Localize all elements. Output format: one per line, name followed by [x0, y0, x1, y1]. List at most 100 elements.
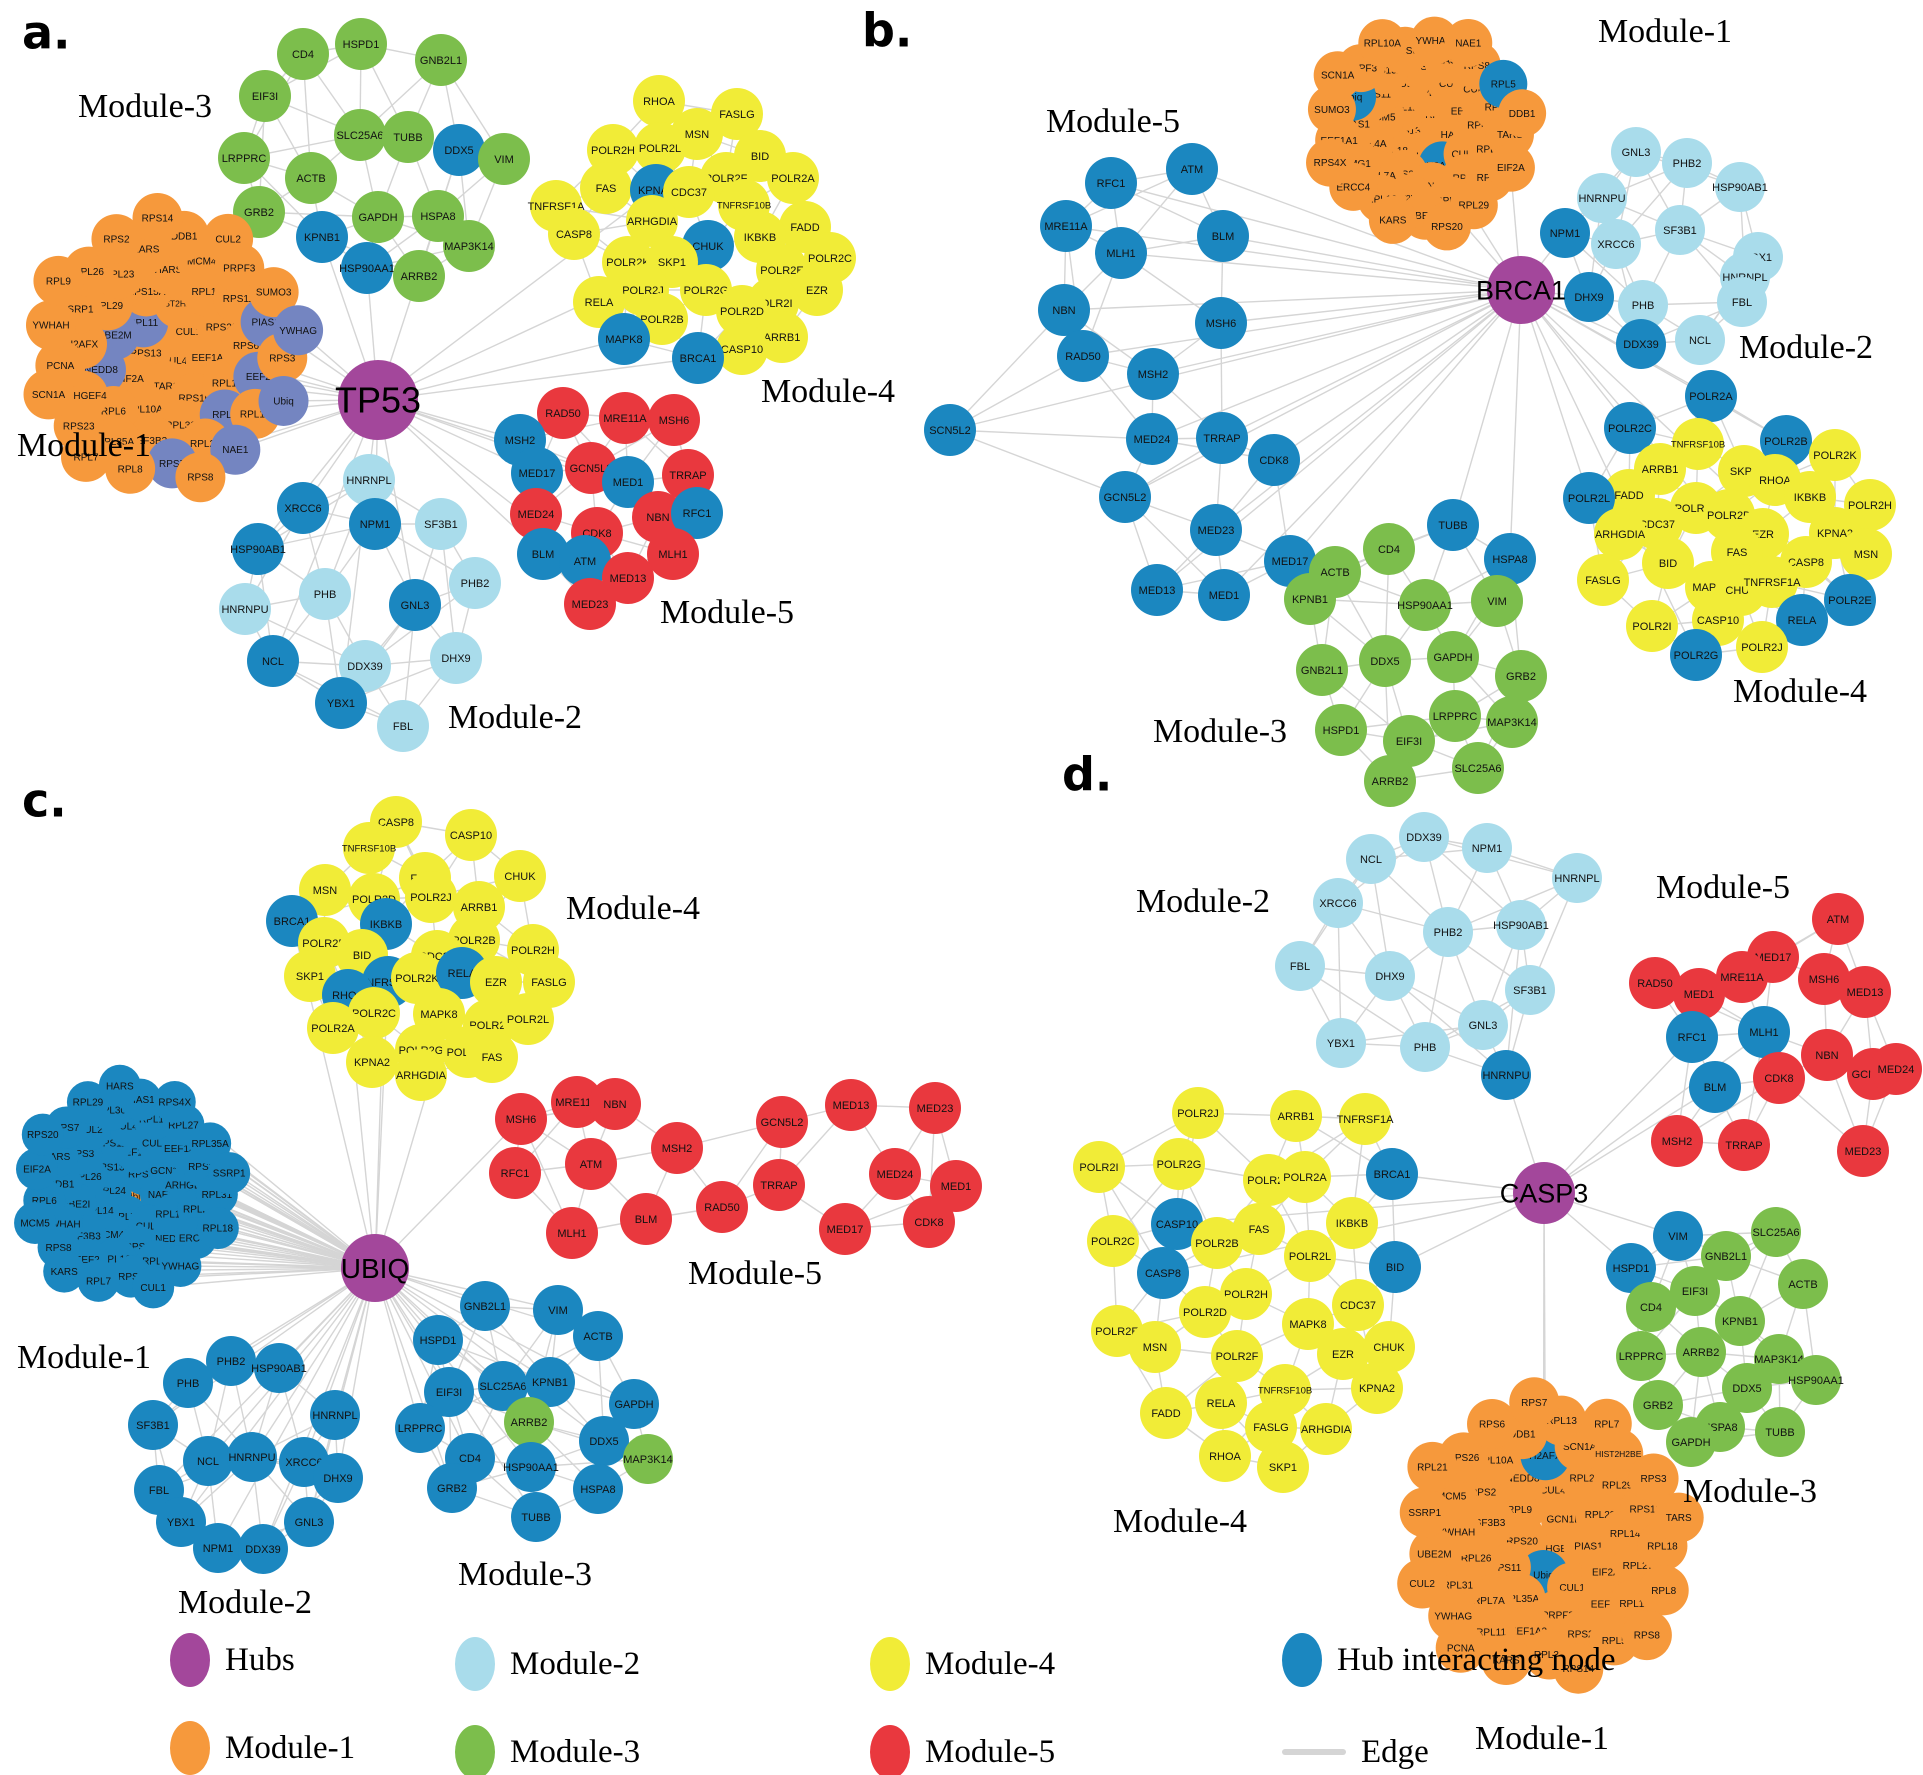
- hub-edge: [337, 1267, 376, 1479]
- node-polr2h: [1844, 479, 1896, 531]
- node-label: NBN: [1052, 305, 1075, 317]
- node-kars: [1481, 1635, 1532, 1686]
- node-label: RFC1: [1097, 178, 1126, 190]
- node-hsp90ab1: [1496, 900, 1546, 950]
- node-label: MED1: [613, 477, 644, 489]
- node-label: GNL3: [1469, 1020, 1498, 1032]
- node-label: MAP3K14: [444, 241, 494, 253]
- node-label: EIF2A: [116, 374, 144, 385]
- node-label: RPL31: [1442, 1580, 1473, 1591]
- node-label: YWHAG: [1434, 1611, 1472, 1622]
- node-label: HSPD1: [343, 39, 380, 51]
- node-label: TNFRSF1A: [1744, 577, 1802, 589]
- node-label: LRPPRC: [222, 153, 267, 165]
- edge: [949, 429, 1126, 498]
- node-label: IKBKB: [1794, 492, 1826, 504]
- node-trrap: [1196, 412, 1248, 464]
- node-label: GAPDH: [1433, 652, 1472, 664]
- node-label: MED24: [518, 509, 555, 521]
- node-label: POLR2C: [1608, 423, 1652, 435]
- node-gnl3: [284, 1497, 334, 1547]
- node-label: GRB2: [1506, 671, 1536, 683]
- node-label: HNRNPL: [1554, 873, 1599, 885]
- module-label: Module-1: [17, 427, 151, 464]
- node-hnrnpu: [227, 1432, 277, 1482]
- node-mlh1: [546, 1207, 598, 1259]
- node-gnl3: [1611, 127, 1661, 177]
- node-label: ACTB: [583, 1331, 612, 1343]
- node-label: MAPK8: [1289, 1319, 1326, 1331]
- node-lrpprc: [395, 1403, 445, 1453]
- node-label: NEDD8: [1506, 1473, 1540, 1484]
- node-label: RPL14: [1610, 1529, 1641, 1540]
- node-label: RPL35A: [192, 1139, 230, 1150]
- node-fas: [580, 162, 632, 214]
- node-label: TUBB: [393, 132, 422, 144]
- node-label: RPL23: [1585, 1510, 1616, 1521]
- node-label: POLR2A: [311, 1023, 355, 1035]
- node-label: RPL30: [95, 1105, 126, 1116]
- node-arrb2: [504, 1397, 554, 1447]
- module-label: Module-4: [566, 890, 700, 927]
- node-nae1: [210, 424, 261, 475]
- edge-swatch: [1282, 1749, 1346, 1755]
- node-label: RPS23: [188, 1162, 220, 1173]
- node-label: POLR2E: [760, 265, 803, 277]
- node-polr2l: [502, 993, 554, 1045]
- node-gnb2l1: [1296, 644, 1348, 696]
- node-label: ACTB: [1788, 1279, 1817, 1291]
- node-label: DDX39: [347, 661, 382, 673]
- node-label: UBE2M: [97, 330, 131, 341]
- node-label: DHX9: [1375, 971, 1404, 983]
- node-mre11a: [1716, 951, 1768, 1003]
- module-5-swatch: [870, 1725, 910, 1775]
- hub-interacting-node-swatch: [1282, 1633, 1322, 1687]
- node-label: RPL24: [1570, 1474, 1601, 1485]
- node-label: TNFRSF10B: [342, 843, 396, 854]
- hub-label: CASP3: [1500, 1178, 1589, 1208]
- node-label: GAPDH: [614, 1399, 653, 1411]
- node-label: HNRNPL: [346, 475, 391, 487]
- node-label: RPL10A: [155, 1210, 193, 1221]
- node-gapdh: [1427, 631, 1479, 683]
- module-1-swatch: [170, 1721, 210, 1775]
- node-label: RPS15A: [127, 287, 166, 298]
- node-label: RPS11: [96, 1138, 127, 1149]
- node-label: RPS11: [1490, 1563, 1521, 1574]
- node-label: MRE11A: [555, 1097, 599, 1109]
- node-label: CDC37: [1340, 1300, 1376, 1312]
- node-label: POLR2G: [684, 285, 729, 297]
- node-label: HSPD1: [420, 1335, 457, 1347]
- module-4-swatch: [870, 1637, 910, 1691]
- node-label: ARHGDIA: [627, 216, 678, 228]
- node-label: CASP10: [1156, 1219, 1198, 1231]
- node-grb2: [1633, 1380, 1683, 1430]
- hub-edge: [1273, 289, 1522, 461]
- node-label: BLM: [1212, 231, 1235, 243]
- node-label: FAS: [596, 183, 617, 195]
- node-label: POLR2L: [1289, 1251, 1331, 1263]
- node-label: RPS3: [1641, 1474, 1668, 1485]
- node-label: POLR2J: [1177, 1108, 1219, 1120]
- node-label: IKBKB: [1336, 1218, 1368, 1230]
- node-pcna: [1435, 1622, 1486, 1673]
- node-rpl7: [1581, 1398, 1632, 1449]
- node-label: RPS7: [53, 1123, 80, 1134]
- node-label: RPS6: [1479, 1419, 1506, 1430]
- node-polr2c: [348, 987, 400, 1039]
- node-label: YBX1: [167, 1517, 195, 1529]
- node-label: POLR2L: [639, 143, 681, 155]
- node-label: EIF3I: [436, 1387, 462, 1399]
- node-actb: [285, 152, 337, 204]
- node-map3k14: [623, 1434, 673, 1484]
- node-xrcc6: [1591, 219, 1641, 269]
- node-sumo3: [248, 267, 299, 318]
- node-brca1: [1366, 1148, 1418, 1200]
- hub-label: UBIQ: [341, 1253, 409, 1284]
- node-nbn: [1038, 284, 1090, 336]
- node-label: POLR2B: [640, 314, 683, 326]
- node-label: RPL14: [212, 379, 243, 390]
- node-label: MED24: [877, 1169, 914, 1181]
- node-label: RPS4X: [1314, 158, 1347, 169]
- node-label: RPL26: [71, 1172, 102, 1183]
